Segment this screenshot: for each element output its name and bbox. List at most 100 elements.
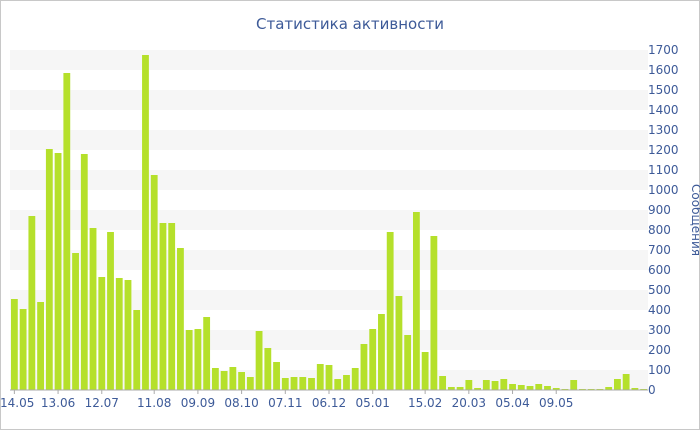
bar [159, 223, 167, 390]
x-tick-label: 06.12 [312, 396, 346, 410]
y-tick-label: 700 [648, 243, 671, 257]
grid-band [10, 90, 648, 110]
x-tick-label: 15.02 [408, 396, 442, 410]
bar [491, 381, 499, 390]
x-tick-label: 05.01 [356, 396, 390, 410]
bar [281, 378, 289, 390]
y-tick-label: 200 [648, 343, 671, 357]
bar [194, 329, 202, 390]
grid-bands [10, 50, 648, 390]
bars [10, 55, 648, 391]
bar [185, 330, 193, 390]
bar [255, 331, 263, 390]
y-tick-label: 1000 [648, 183, 679, 197]
bar [622, 374, 630, 390]
bar [98, 277, 106, 390]
x-tick-label: 05.04 [495, 396, 529, 410]
y-tick-label: 500 [648, 283, 671, 297]
bar [37, 302, 44, 390]
y-tick-label: 1100 [648, 163, 679, 177]
bar [439, 376, 447, 390]
bar [308, 378, 315, 390]
bar [526, 386, 534, 390]
grid-band [10, 250, 648, 270]
bar [570, 380, 578, 390]
y-tick-label: 600 [648, 263, 671, 277]
x-tick-label: 14.05 [0, 396, 34, 410]
bar [430, 236, 438, 390]
bar [28, 216, 36, 390]
bar [80, 154, 88, 390]
bar [552, 388, 560, 390]
x-tick-label: 11.08 [137, 396, 171, 410]
bar [395, 296, 403, 390]
y-tick-label: 1600 [648, 63, 679, 77]
bar [456, 387, 464, 390]
bar [447, 387, 455, 390]
y-tick-label: 400 [648, 303, 671, 317]
bar [351, 368, 359, 390]
bar [544, 386, 551, 390]
x-tick-label: 09.05 [539, 396, 573, 410]
bar [535, 384, 543, 390]
bar [316, 364, 324, 390]
grid-band [10, 290, 648, 310]
bar [142, 55, 149, 390]
bar [412, 212, 420, 390]
bar [115, 278, 123, 390]
bar [325, 365, 333, 390]
bar [517, 385, 525, 390]
y-tick-label: 1700 [648, 43, 679, 57]
y-tick-label: 1200 [648, 143, 679, 157]
bar [343, 375, 350, 390]
bar [378, 314, 385, 390]
x-tick-label: 09.09 [181, 396, 215, 410]
bar [220, 371, 228, 390]
y-tick-label: 300 [648, 323, 671, 337]
bar [107, 232, 114, 390]
bar [211, 368, 219, 390]
x-axis: 14.05 13.06 12.07 11.08 09.09 08.10 07.11 06.12… [0, 390, 573, 410]
y-tick-label: 1500 [648, 83, 679, 97]
bar [465, 380, 473, 390]
y-tick-label: 900 [648, 203, 671, 217]
bar [482, 380, 490, 390]
y-tick-label: 800 [648, 223, 671, 237]
bar [273, 362, 280, 390]
bar [54, 153, 62, 390]
bar [264, 348, 272, 390]
y-tick-label: 100 [648, 363, 671, 377]
bar [19, 309, 27, 390]
bar [404, 335, 412, 390]
y-tick-label: 1300 [648, 123, 679, 137]
bar [10, 299, 18, 390]
bar [150, 175, 158, 390]
bar [614, 379, 621, 390]
bar [421, 352, 429, 390]
bar [605, 387, 613, 390]
bar [631, 388, 639, 390]
bar [177, 248, 184, 390]
bar [203, 317, 211, 390]
grid-band [10, 170, 648, 190]
grid-band [10, 210, 648, 230]
bar [246, 377, 254, 390]
x-tick-label: 07.11 [268, 396, 302, 410]
bar [386, 232, 394, 390]
bar [133, 310, 141, 390]
bar [290, 377, 298, 390]
bar [360, 344, 368, 390]
x-tick-label: 20.03 [452, 396, 486, 410]
bar [238, 372, 246, 390]
grid-band [10, 50, 648, 70]
bar [299, 377, 307, 390]
x-tick-label: 13.06 [41, 396, 75, 410]
bar [168, 223, 176, 390]
y-tick-label: 1400 [648, 103, 679, 117]
bar [500, 379, 508, 390]
bar [63, 73, 71, 390]
bar [474, 388, 481, 390]
bar [124, 280, 132, 390]
grid-band [10, 130, 648, 150]
